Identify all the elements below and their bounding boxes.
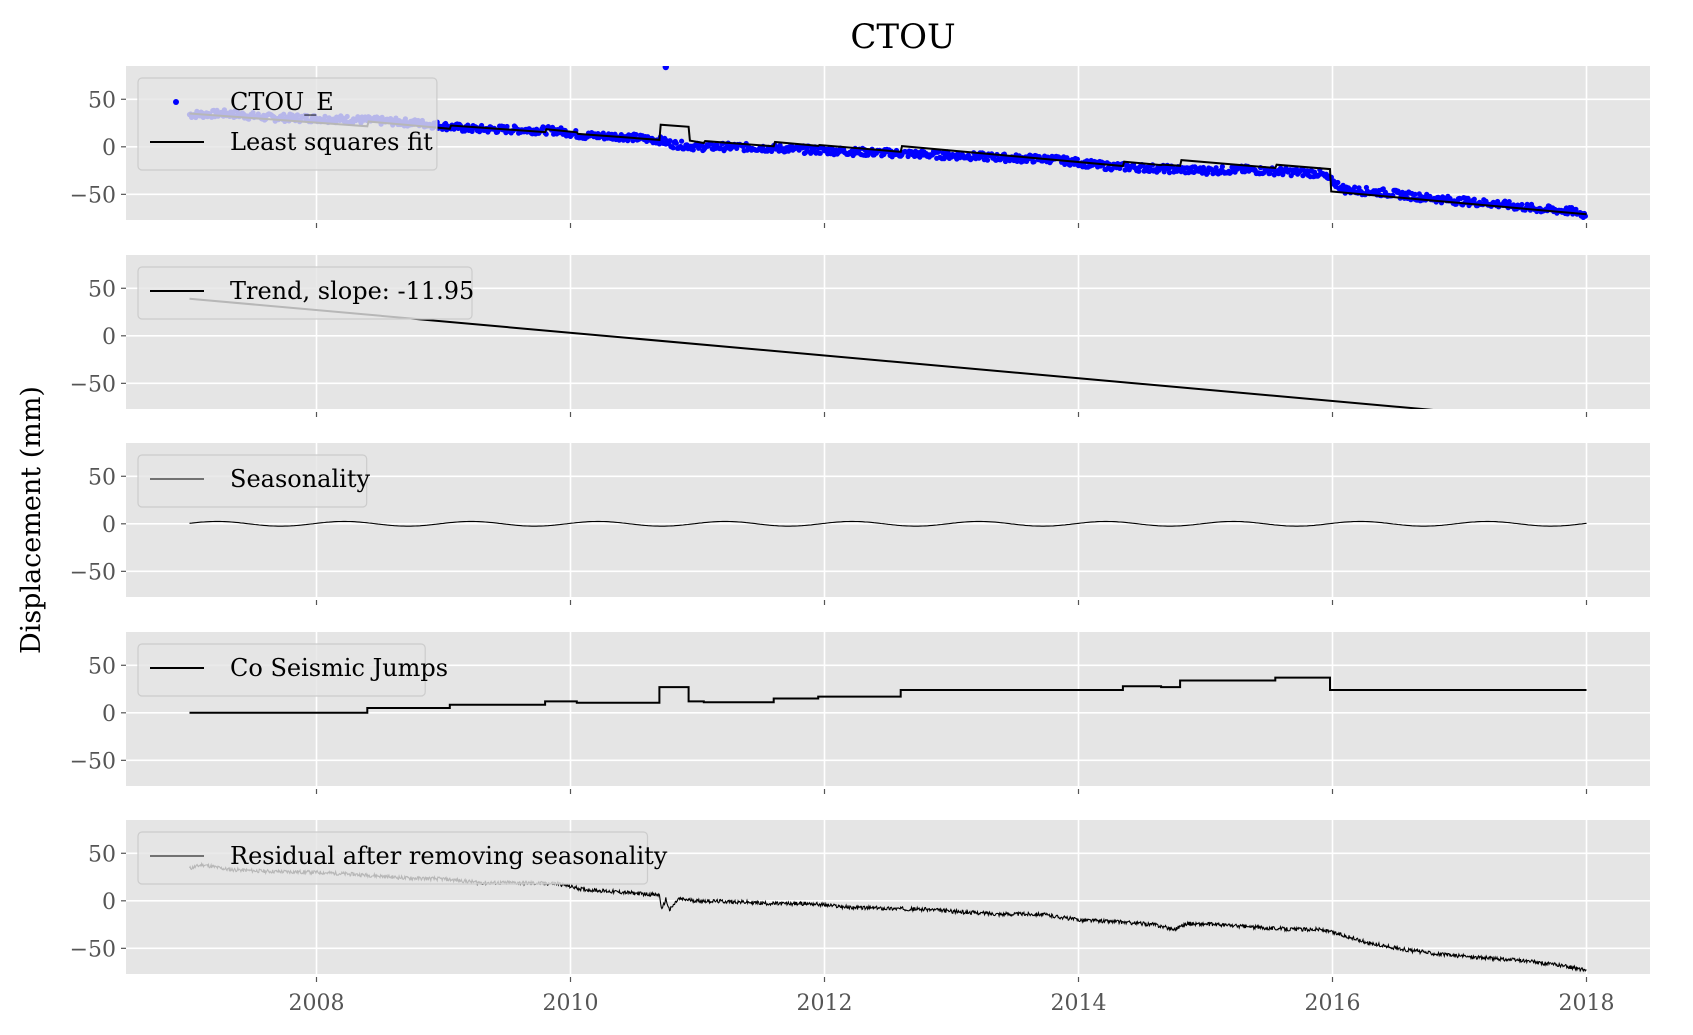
data-point	[1506, 199, 1512, 205]
x-tick-label: 2012	[797, 991, 853, 1016]
y-tick-label: −50	[70, 183, 116, 208]
x-tick-label: 2014	[1051, 991, 1107, 1016]
data-point	[785, 148, 792, 154]
data-point	[1136, 168, 1142, 174]
data-point	[1166, 170, 1173, 176]
panel-2: 50 0 −50 Trend, slope: -11.95	[70, 255, 1650, 417]
legend: Residual after removing seasonality	[137, 831, 668, 885]
legend-label: Least squares fit	[230, 128, 433, 156]
y-tick-label: −50	[70, 937, 116, 962]
legend-label: Seasonality	[230, 465, 370, 493]
data-point	[1267, 170, 1273, 176]
data-point	[679, 138, 685, 144]
data-point	[662, 66, 669, 71]
series-line	[189, 112, 1587, 216]
data-point	[504, 123, 510, 130]
panel-3: 50 0 −50 Seasonality	[70, 443, 1650, 605]
legend-box	[137, 831, 649, 885]
legend-box	[137, 454, 368, 508]
data-point	[1031, 159, 1037, 165]
series-line	[189, 676, 1587, 714]
data-point	[817, 150, 823, 156]
data-point	[1352, 184, 1358, 190]
chart-panels: 50 0 −50 CTOU_E Least squares fit 50 0 −50 Trend…	[70, 66, 1650, 1016]
y-tick-label: 50	[88, 654, 116, 679]
data-point	[1074, 156, 1080, 162]
x-tick-label: 2016	[1305, 991, 1361, 1016]
y-tick-label: 0	[102, 136, 116, 161]
x-tick-label: 2018	[1559, 991, 1615, 1016]
y-axis-label: Displacement (mm)	[16, 386, 47, 654]
x-tick-label: 2010	[543, 991, 599, 1016]
legend-label: Residual after removing seasonality	[230, 842, 668, 870]
chart-title: CTOU	[850, 17, 955, 57]
y-tick-label: −50	[70, 372, 116, 397]
y-tick-label: −50	[70, 560, 116, 585]
data-point	[1213, 165, 1219, 171]
series-line	[189, 520, 1587, 527]
y-tick-label: 0	[102, 513, 116, 538]
legend: Seasonality	[137, 454, 370, 508]
y-tick-label: 0	[102, 325, 116, 350]
legend-label: Co Seismic Jumps	[230, 654, 448, 682]
data-point	[1471, 196, 1477, 202]
y-tick-label: 0	[102, 702, 116, 727]
y-tick-label: 50	[88, 465, 116, 490]
data-point	[1519, 201, 1525, 208]
data-point	[690, 147, 696, 153]
data-point	[1109, 166, 1115, 172]
data-point	[723, 145, 729, 151]
data-point	[984, 157, 991, 163]
y-tick-label: 50	[88, 842, 116, 867]
data-point	[476, 129, 483, 135]
data-point	[769, 148, 775, 154]
legend-box	[137, 77, 438, 171]
legend-label: Trend, slope: -11.95	[230, 277, 474, 305]
data-point	[1067, 162, 1073, 168]
legend-box	[137, 643, 426, 697]
legend-label: CTOU_E	[230, 88, 334, 116]
data-point	[630, 138, 636, 144]
y-tick-label: −50	[70, 749, 116, 774]
legend: Trend, slope: -11.95	[137, 266, 474, 320]
data-point	[670, 145, 676, 151]
panel-5: 50 0 −50 2008 2010 2012 2014 2016 2018 Residual a…	[70, 820, 1650, 1016]
data-point	[1014, 158, 1020, 164]
data-point	[633, 132, 639, 138]
data-point	[1412, 191, 1418, 197]
data-point	[673, 140, 679, 146]
y-tick-label: 50	[88, 88, 116, 113]
x-tick-label: 2008	[289, 991, 345, 1016]
data-point	[1465, 195, 1471, 201]
legend: Co Seismic Jumps	[137, 643, 448, 697]
data-point	[1335, 179, 1341, 186]
series-group	[189, 676, 1587, 714]
data-point	[1573, 206, 1579, 212]
data-point	[667, 138, 673, 144]
legend: CTOU_E Least squares fit	[137, 77, 438, 171]
panel-4: 50 0 −50 Co Seismic Jumps	[70, 632, 1650, 794]
legend-marker	[173, 99, 179, 105]
series-group	[189, 520, 1587, 527]
y-tick-label: 0	[102, 890, 116, 915]
y-tick-label: 50	[88, 277, 116, 302]
panel-1: 50 0 −50 CTOU_E Least squares fit	[70, 66, 1650, 228]
data-point	[802, 150, 809, 156]
legend-box	[137, 266, 473, 320]
data-point	[1219, 164, 1225, 170]
